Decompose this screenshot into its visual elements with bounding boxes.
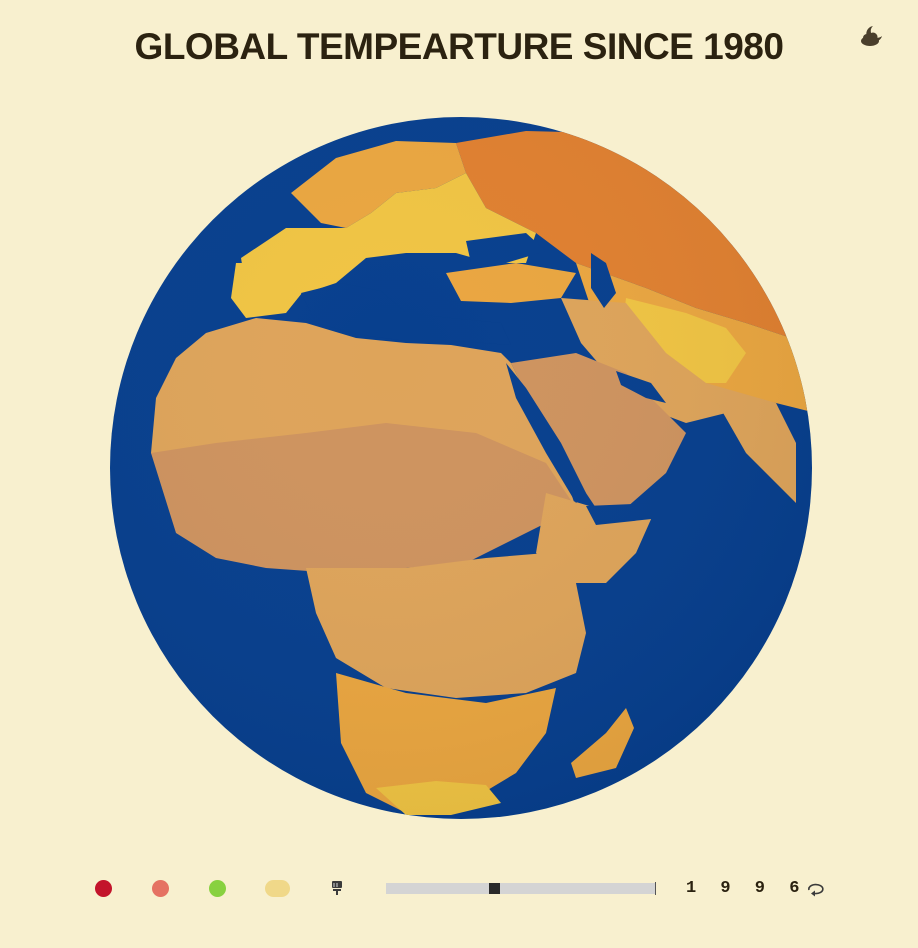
moon-cloud-icon	[861, 26, 882, 46]
timeline-controls: 1 9 9 6	[0, 868, 918, 908]
page-title: GLOBAL TEMPEARTURE SINCE 1980	[134, 26, 784, 67]
brush-icon	[332, 881, 342, 895]
year-slider[interactable]	[386, 882, 656, 895]
legend-dot-salmon[interactable]	[152, 880, 169, 897]
globe-shading	[110, 117, 812, 819]
year-slider-thumb[interactable]	[488, 883, 500, 894]
replay-icon	[808, 883, 824, 897]
brush-button[interactable]	[330, 880, 344, 896]
year-label: 1 9 9 6	[686, 879, 807, 898]
replay-button[interactable]	[804, 881, 826, 897]
slider-end-marker	[655, 882, 656, 895]
legend-dot-green[interactable]	[209, 880, 226, 897]
theme-toggle-button[interactable]	[858, 24, 886, 48]
legend-dot-red[interactable]	[95, 880, 112, 897]
legend-dot-sand[interactable]	[265, 880, 290, 897]
globe-map[interactable]	[106, 113, 816, 823]
